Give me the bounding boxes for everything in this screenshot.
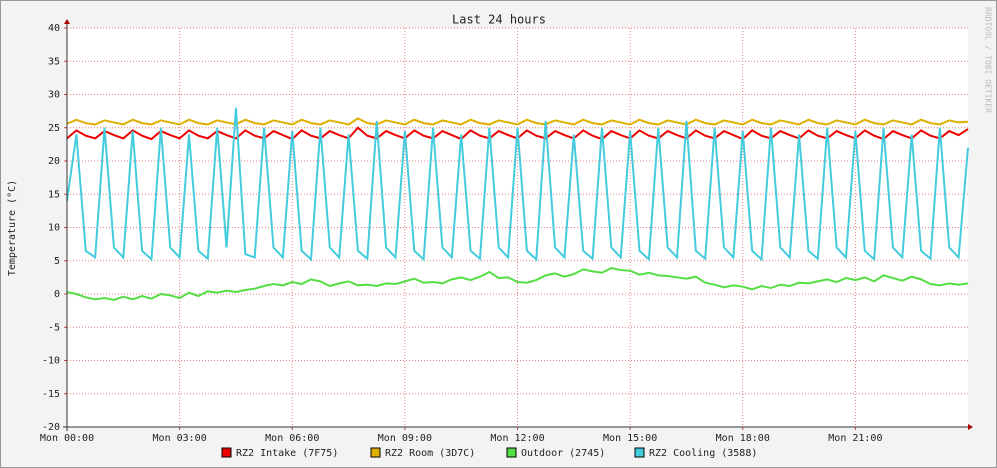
lines — [66, 107, 969, 302]
legend-swatch — [506, 447, 517, 458]
legend-swatch — [221, 447, 232, 458]
x-tick-label: Mon 12:00 — [490, 433, 544, 444]
y-tick-label: 0 — [54, 289, 60, 300]
legend-swatch — [370, 447, 381, 458]
x-tick-label: Mon 00:00 — [40, 433, 94, 444]
y-axis-label: Temperature (°C) — [7, 180, 18, 276]
x-tick-label: Mon 06:00 — [265, 433, 319, 444]
legend-label: Outdoor (2745) — [521, 448, 605, 459]
y-tick-label: 40 — [48, 23, 60, 34]
legend: RZ2 Intake (7F75) RZ2 Room (3D7C) Outdoor … — [221, 447, 757, 459]
x-tick-label: Mon 15:00 — [603, 433, 657, 444]
y-tick-label: 35 — [48, 56, 60, 67]
y-tick-label: 5 — [54, 256, 60, 267]
x-tick-label: Mon 18:00 — [716, 433, 770, 444]
y-tick-label: 20 — [48, 156, 60, 167]
series-line — [66, 117, 969, 126]
y-tick-label: 30 — [48, 90, 60, 101]
series-line — [66, 107, 969, 262]
x-arrow — [968, 424, 973, 430]
y-tick-label: 25 — [48, 123, 60, 134]
y-tick-label: 15 — [48, 189, 60, 200]
series-line — [66, 267, 969, 302]
x-tick-label: Mon 21:00 — [828, 433, 882, 444]
y-tick-label: -15 — [42, 389, 60, 400]
y-tick-label: -5 — [48, 322, 60, 333]
watermark: RRDTOOL / TOBI OETIKER — [984, 7, 993, 113]
y-tick-label: -20 — [42, 422, 60, 433]
y-tick-label: 10 — [48, 223, 60, 234]
x-tick-label: Mon 03:00 — [153, 433, 207, 444]
y-arrow — [64, 19, 70, 24]
legend-label: RZ2 Cooling (3588) — [649, 448, 757, 459]
legend-label: RZ2 Intake (7F75) — [236, 448, 338, 459]
x-tick-label: Mon 09:00 — [378, 433, 432, 444]
axes — [63, 19, 973, 431]
y-tick-label: -10 — [42, 356, 60, 367]
chart-title: Last 24 hours — [452, 13, 546, 27]
legend-label: RZ2 Room (3D7C) — [385, 448, 475, 459]
legend-swatch — [634, 447, 645, 458]
